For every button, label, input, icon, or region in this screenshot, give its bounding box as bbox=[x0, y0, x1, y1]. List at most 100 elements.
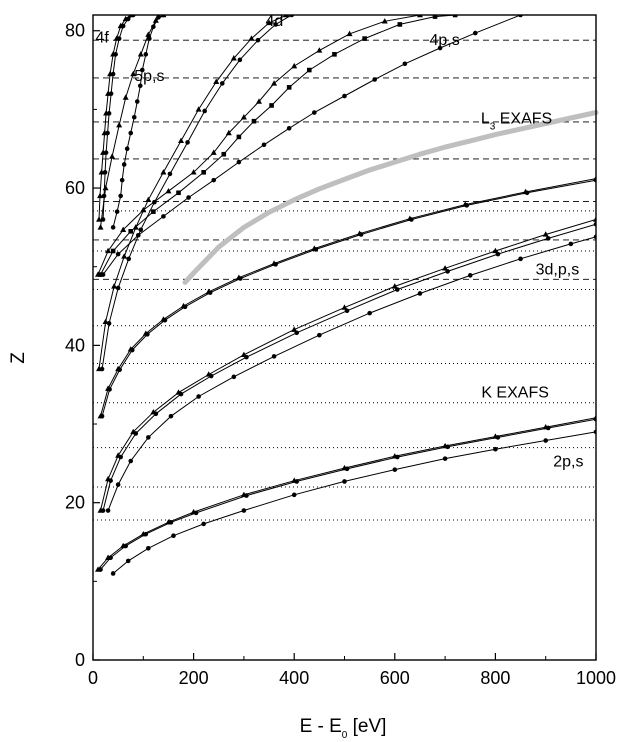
series-4-point-6 bbox=[208, 373, 214, 379]
series-4-point-11 bbox=[445, 269, 450, 274]
series-11-point-16 bbox=[452, 15, 458, 18]
series-1-point-0 bbox=[98, 567, 103, 572]
series-8-point-2 bbox=[111, 283, 118, 289]
series-1-point-1 bbox=[108, 555, 113, 561]
series-8-point-12 bbox=[266, 19, 273, 26]
series-5-point-7 bbox=[271, 354, 277, 359]
series-5-point-13 bbox=[568, 241, 574, 247]
series-11-point-15 bbox=[432, 15, 438, 19]
series-16-point-9 bbox=[116, 36, 122, 41]
series-line-5 bbox=[107, 236, 596, 511]
series-1-point-4 bbox=[168, 520, 174, 525]
series-9-point-12 bbox=[273, 22, 278, 27]
series-1-point-10 bbox=[445, 444, 450, 450]
series-10-point-3 bbox=[140, 206, 147, 213]
series-5-point-4 bbox=[168, 413, 174, 419]
series-9-point-4 bbox=[138, 227, 144, 233]
annotation-2: 4d bbox=[266, 13, 284, 30]
series-14-point-14 bbox=[156, 15, 161, 20]
band-group bbox=[182, 110, 599, 285]
series-13-point-2 bbox=[109, 153, 116, 159]
series-5-point-2 bbox=[128, 458, 134, 464]
series-7-point-0 bbox=[99, 413, 105, 419]
series-12-point-11 bbox=[372, 77, 377, 82]
series-2-point-0 bbox=[110, 571, 116, 576]
series-4-point-7 bbox=[244, 354, 249, 360]
series-12-point-1 bbox=[115, 251, 121, 257]
series-14-point-9 bbox=[137, 83, 143, 89]
x-tick-label-3: 600 bbox=[380, 668, 410, 688]
series-line-4 bbox=[102, 223, 596, 511]
series-2-point-2 bbox=[146, 546, 151, 551]
annotation-6: K EXAFS bbox=[481, 384, 549, 401]
series-8-point-7 bbox=[178, 137, 185, 144]
series-9-point-9 bbox=[219, 81, 225, 86]
series-4-point-8 bbox=[294, 330, 300, 336]
series-16-point-1 bbox=[101, 193, 107, 199]
series-14-point-8 bbox=[134, 99, 140, 104]
series-12-point-2 bbox=[135, 232, 141, 238]
series-line-14 bbox=[112, 15, 164, 228]
series-9-point-0 bbox=[99, 366, 105, 372]
series-13-point-6 bbox=[137, 51, 144, 57]
series-7-point-3 bbox=[129, 347, 135, 353]
series-14-point-5 bbox=[124, 146, 130, 152]
series-3-point-12 bbox=[492, 247, 499, 254]
series-4-point-12 bbox=[495, 251, 501, 257]
series-13-point-7 bbox=[145, 31, 152, 37]
series-1-point-6 bbox=[244, 493, 249, 498]
series-9-point-8 bbox=[202, 108, 207, 114]
series-line-2 bbox=[112, 431, 596, 574]
series-11-point-6 bbox=[221, 151, 227, 157]
y-tick-label-4: 80 bbox=[65, 21, 85, 41]
series-11-point-4 bbox=[176, 190, 181, 196]
annotations: 4f 5p,s 4d 4p,s L3 EXAFS 3d,p,s K EXAFS 2p,s bbox=[96, 13, 584, 470]
series-4-point-1 bbox=[108, 478, 113, 483]
series-7-point-5 bbox=[162, 317, 168, 323]
series-16-point-7 bbox=[110, 71, 116, 77]
annotation-7: 2p,s bbox=[553, 454, 583, 471]
series-10-point-6 bbox=[210, 149, 217, 155]
series-13-point-5 bbox=[130, 70, 137, 77]
series-5-point-3 bbox=[146, 435, 151, 440]
x-tick-label-1: 200 bbox=[179, 668, 209, 688]
series-11-point-7 bbox=[236, 134, 242, 140]
series-7-point-1 bbox=[107, 387, 112, 392]
series-7-point-12 bbox=[409, 217, 414, 222]
series-11-point-9 bbox=[269, 103, 274, 108]
series-2-point-9 bbox=[442, 456, 448, 461]
annotation-3: 4p,s bbox=[430, 32, 460, 49]
series-8-point-6 bbox=[160, 169, 167, 175]
series-3-point-8 bbox=[291, 326, 298, 332]
series-9-point-11 bbox=[255, 37, 261, 43]
series-5-point-6 bbox=[231, 374, 237, 380]
series-line-7 bbox=[101, 179, 596, 417]
series-8-point-8 bbox=[195, 106, 202, 112]
series-1-point-7 bbox=[294, 479, 300, 484]
series-5-point-8 bbox=[317, 332, 322, 338]
series-5-point-0 bbox=[105, 508, 111, 513]
series-9-point-6 bbox=[167, 171, 173, 177]
series-16-point-5 bbox=[106, 111, 112, 116]
annotation-4: L3 EXAFS bbox=[481, 111, 552, 133]
series-7-point-11 bbox=[358, 232, 364, 237]
series-12-point-10 bbox=[342, 93, 347, 99]
series-10-point-12 bbox=[316, 47, 323, 53]
series-10-point-7 bbox=[225, 129, 232, 136]
series-1-point-8 bbox=[344, 466, 350, 472]
series-9-point-2 bbox=[115, 285, 121, 291]
annotation-5: 3d,p,s bbox=[536, 262, 580, 279]
l3-exafs-band-curve bbox=[182, 110, 599, 285]
series-1-point-9 bbox=[395, 454, 400, 460]
series-3-point-9 bbox=[341, 304, 348, 310]
series-11-point-13 bbox=[362, 36, 367, 41]
series-5-point-9 bbox=[367, 310, 372, 316]
series-7-point-4 bbox=[145, 332, 150, 337]
y-tick-label-2: 40 bbox=[65, 335, 85, 355]
series-11-point-11 bbox=[306, 67, 312, 73]
series-9-point-3 bbox=[126, 256, 132, 262]
series-11-point-5 bbox=[201, 170, 206, 175]
series-4-point-13 bbox=[545, 236, 551, 241]
series-2-point-6 bbox=[291, 492, 297, 498]
